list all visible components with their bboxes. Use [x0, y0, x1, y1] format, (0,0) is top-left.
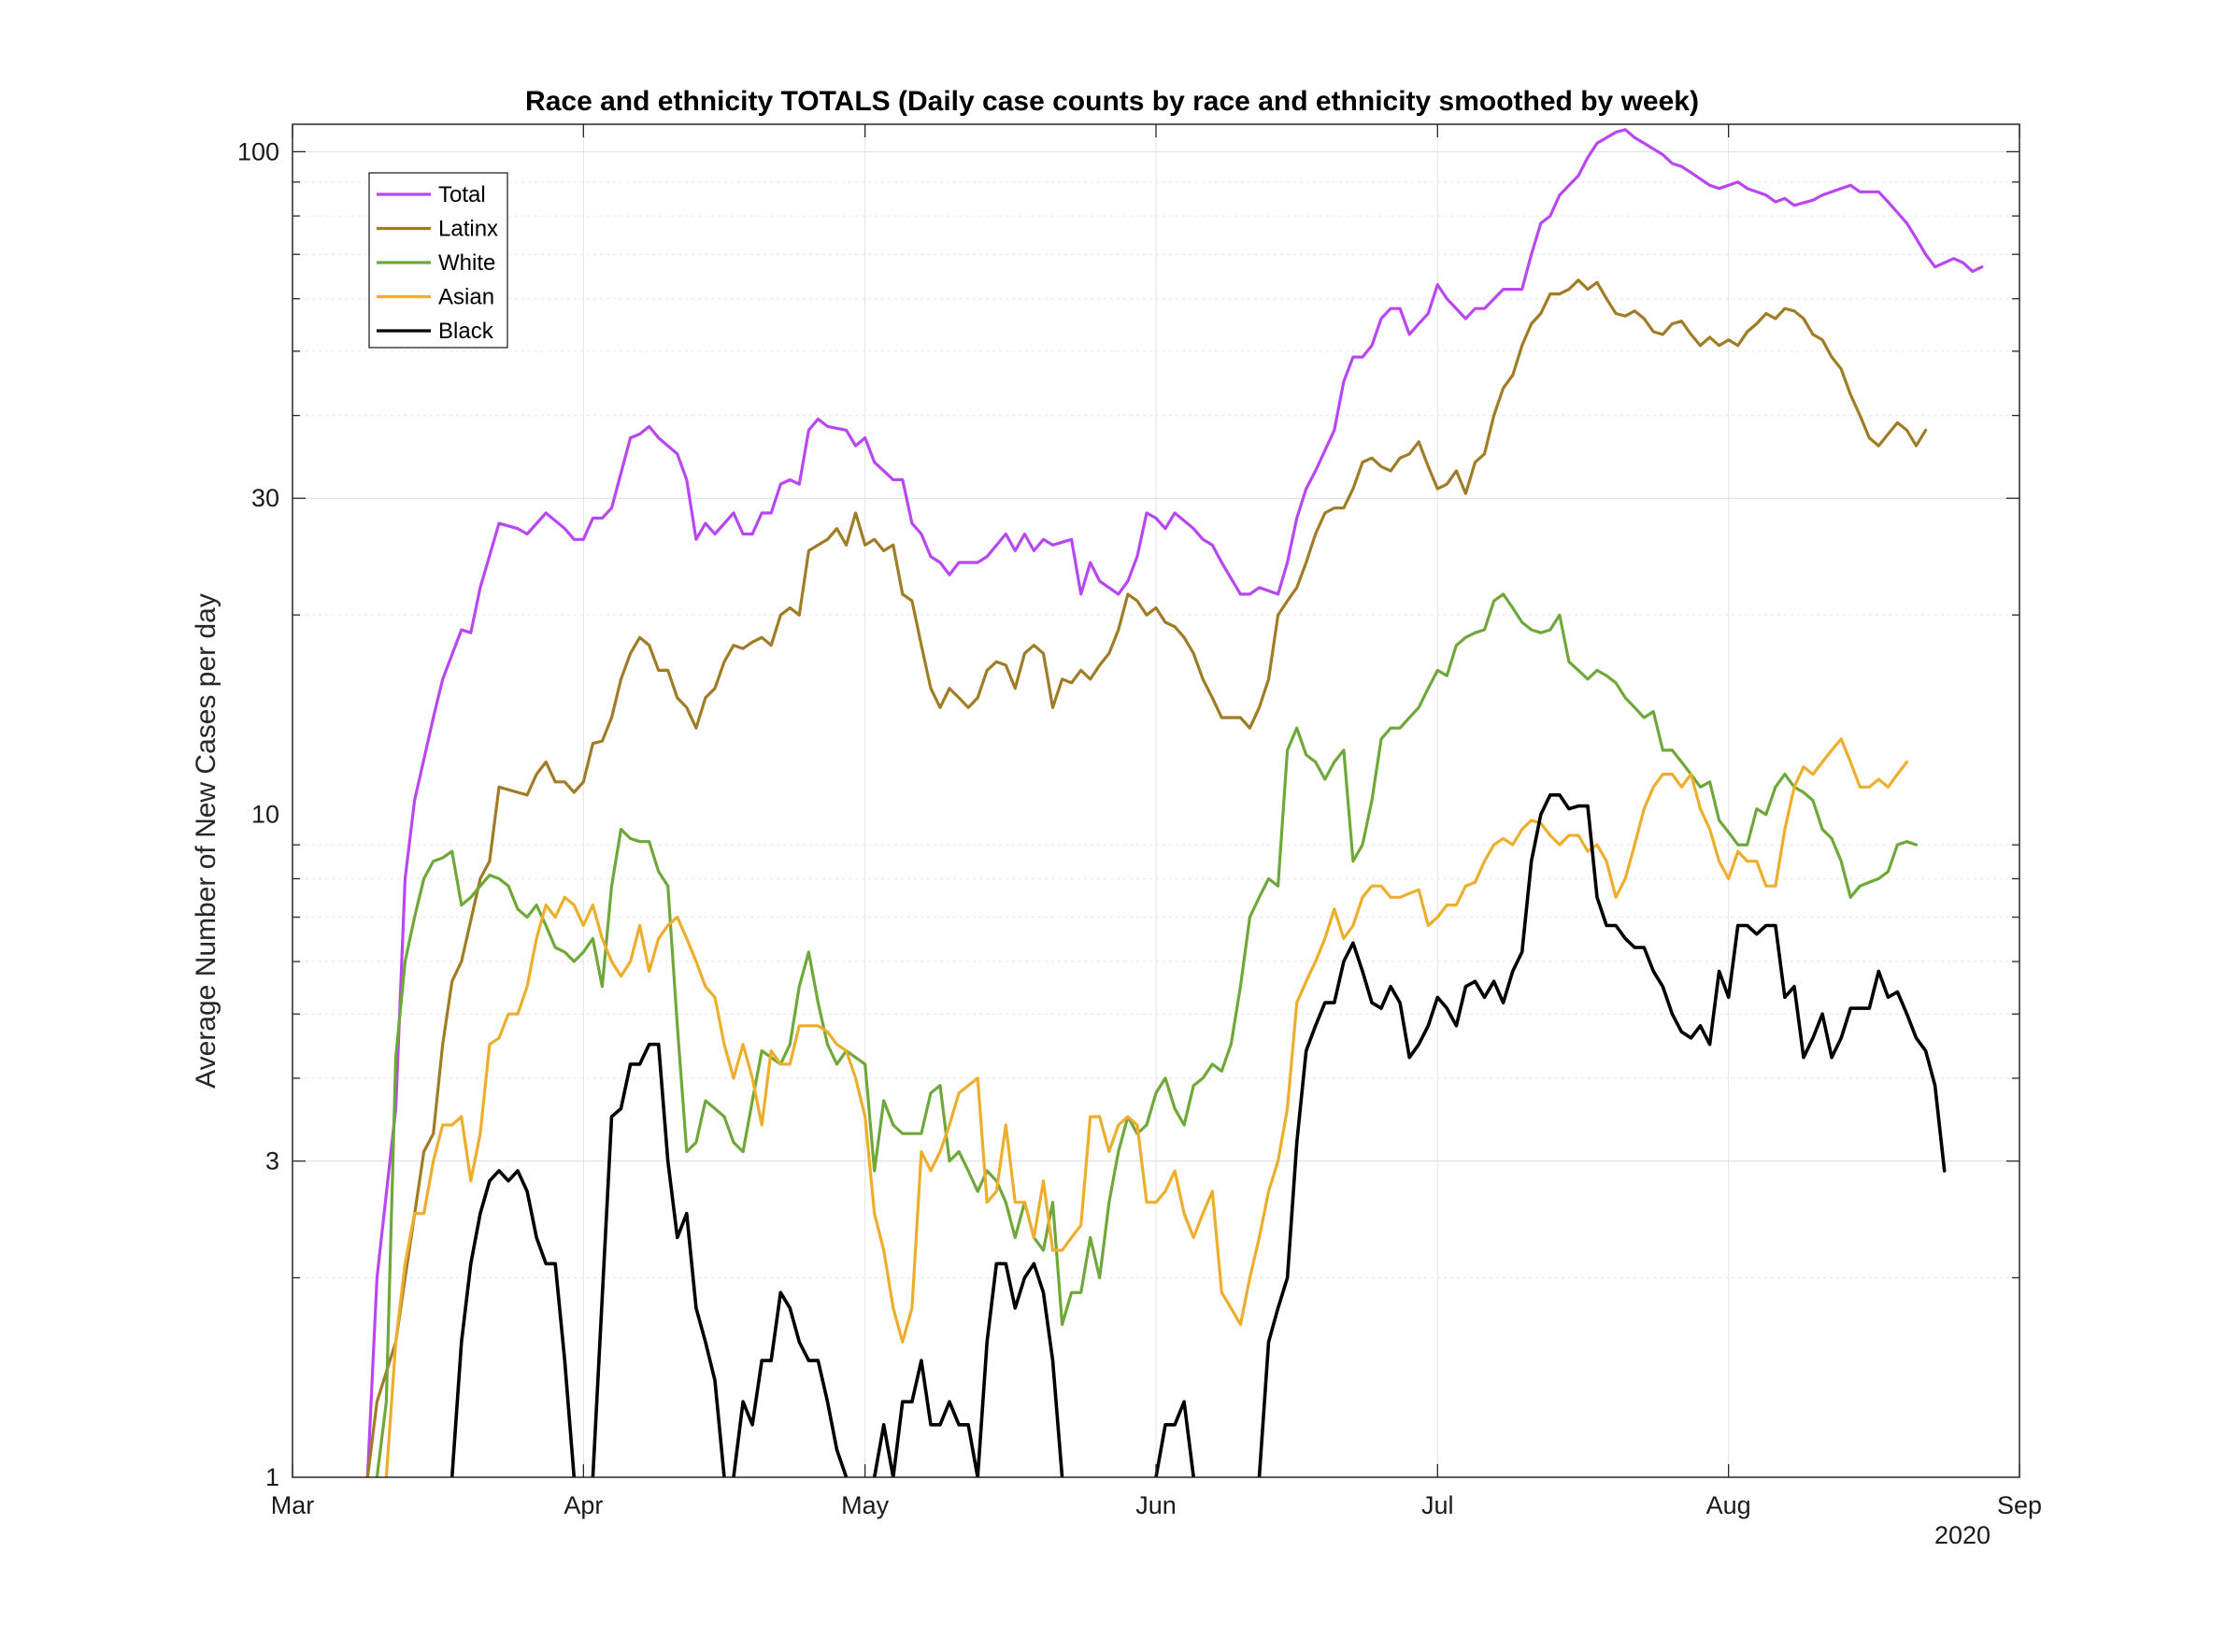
series-lines: [365, 128, 1984, 1477]
y-axis-label: Average Number of New Cases per day: [191, 593, 221, 1089]
y-tick-label: 100: [237, 137, 279, 165]
x-tick-label: Sep: [1997, 1491, 2042, 1519]
y-tick-label: 1: [265, 1463, 279, 1491]
x-tick-label: Mar: [271, 1491, 315, 1519]
y-tick-label: 3: [265, 1147, 279, 1175]
x-axis-tick-labels: Mar Apr May Jun Jul Aug Sep: [271, 1491, 2042, 1519]
chart-title: Race and ethnicity TOTALS (Daily case co…: [525, 86, 1699, 117]
x-tick-label: Jul: [1421, 1491, 1454, 1519]
x-axis-year-label: 2020: [1934, 1521, 1991, 1549]
legend-label-latinx: Latinx: [438, 217, 498, 242]
series-line-asian: [384, 737, 1909, 1477]
x-tick-label: May: [841, 1491, 890, 1519]
y-tick-label: 10: [251, 801, 279, 829]
legend-label-asian: Asian: [438, 285, 494, 310]
x-tick-label: Jun: [1135, 1491, 1177, 1519]
legend-box: [368, 172, 508, 349]
y-tick-label: 30: [251, 484, 279, 512]
series-line-black: [449, 793, 1947, 1477]
legend-label-black: Black: [438, 319, 494, 344]
axis-ticks: [292, 124, 2020, 1477]
series-line-total: [365, 128, 1984, 1477]
series-line-white: [375, 592, 1919, 1477]
legend-label-white: White: [438, 250, 495, 276]
series-line-latinx: [365, 278, 1928, 1477]
legend-label-total: Total: [438, 182, 486, 207]
legend: Total Latinx White Asian Black: [368, 172, 508, 349]
y-axis-tick-labels: 1 3 10 30 100: [237, 137, 279, 1491]
x-tick-label: Apr: [564, 1491, 603, 1519]
x-tick-label: Aug: [1706, 1491, 1751, 1519]
